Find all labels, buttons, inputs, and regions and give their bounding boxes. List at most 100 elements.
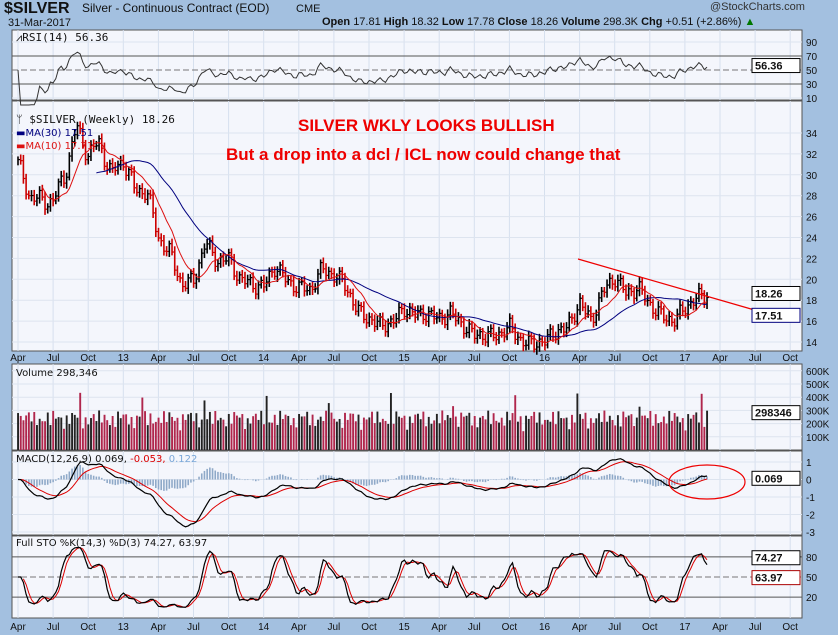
sto-tick-label: 80 [806,553,818,564]
volume-bar [422,411,425,450]
volume-bar [217,420,219,450]
volume-bar [87,424,90,450]
x-tick-label: Oct [782,622,798,633]
volume-bar [265,395,268,450]
volume-bar [625,417,627,450]
ma30-last-tag: 17.51 [755,310,783,322]
x-tick-label: Oct [221,622,237,633]
sto-d-tag: 63.97 [755,573,783,585]
volume-bar [481,415,484,450]
volume-bar [568,429,571,450]
brand-logo[interactable]: @StockCharts.com [710,1,805,13]
rsi-tick-label: 70 [806,52,818,63]
volume-bar [257,419,260,450]
volume-bar [246,418,249,450]
volume-bar [108,425,111,450]
low-label: Low [441,16,464,28]
volume-tick-label: 500K [806,380,830,391]
volume-bar [384,420,387,450]
volume-bar [444,420,446,450]
volume-bar [495,420,498,450]
volume-bar [354,421,357,450]
volume-bar [652,425,654,450]
volume-bar [541,424,544,450]
volume-bar [679,422,682,450]
volume-bar [627,415,630,450]
volume-bar [57,417,60,450]
macd-tick-label: -1 [806,493,815,504]
volume-bar [100,422,103,450]
x-tick-label: Apr [10,622,26,633]
volume-bar [306,411,309,450]
rsi-legend: ⩘RSI(14) 56.36 [16,31,108,45]
volume-bar [503,425,506,450]
volume-bar [387,423,390,450]
annotation-ellipse [668,464,746,500]
volume-bar [60,417,63,450]
volume-bar [576,393,579,450]
volume-bar [281,418,284,450]
volume-bar [465,415,468,450]
volume-bar [287,415,290,450]
macd-last-tag: 0.069 [755,473,783,485]
volume-bar [249,423,252,450]
volume-tick-label: 400K [806,393,830,404]
x-tick-label: Apr [431,353,447,364]
volume-bar [511,413,514,450]
volume-bar [630,414,633,450]
volume-bar [135,415,138,450]
volume-bar [698,422,700,450]
volume-bar [41,421,44,450]
volume-bar [662,416,665,450]
volume-bar [392,423,395,450]
volume-bar [684,430,687,450]
volume-bar [271,422,273,450]
volume-bar [527,418,530,450]
volume-bar [400,417,403,450]
volume-bar [290,425,292,450]
volume-bar [171,416,174,450]
volume-bar [344,412,346,450]
volume-bar [446,415,449,450]
volume-bar [681,418,684,450]
volume-bar [668,410,671,450]
x-tick-label: Jul [187,622,200,633]
volume-bar [346,419,349,450]
volume-tick-label: 200K [806,420,830,431]
volume-bar [19,415,22,450]
volume-bar [692,414,695,450]
x-tick-label: 16 [539,622,551,633]
volume-bar [533,411,536,450]
volume-bar [641,415,644,450]
volume-bar [52,410,55,450]
volume-bar [414,414,417,450]
x-tick-label: 14 [258,622,270,633]
sto-tick-label: 20 [806,593,818,604]
price-legend: ᛘ $SILVER (Weekly) 18.26 [16,113,175,126]
macd-signal-line [18,461,708,523]
ma30-last-tag-box [751,307,801,323]
macd-value: 0.069, [95,454,127,465]
volume-bar [508,420,511,450]
volume-bar [603,410,606,450]
volume-bar [598,413,600,450]
open-label: Open [322,16,351,28]
volume-bar [76,417,79,450]
rsi-icon: ⩘ [16,31,23,44]
volume-bar [176,417,179,450]
volume-bar [219,417,222,450]
x-tick-label: Jul [187,353,200,364]
volume-bar [349,413,352,450]
volume-bar [214,411,217,450]
volume-bar [608,415,611,450]
volume-bar [333,418,336,450]
volume-bar [254,413,257,450]
rsi-tick-label: 30 [806,80,818,91]
volume-bar [195,413,198,450]
volume-bar [203,400,206,450]
volume-bar [449,417,452,450]
volume-bar [562,418,565,450]
ma30-legend-text: MA(30) 17.51 [25,128,94,139]
volume-bar [341,427,344,450]
volume-bar [165,421,168,450]
